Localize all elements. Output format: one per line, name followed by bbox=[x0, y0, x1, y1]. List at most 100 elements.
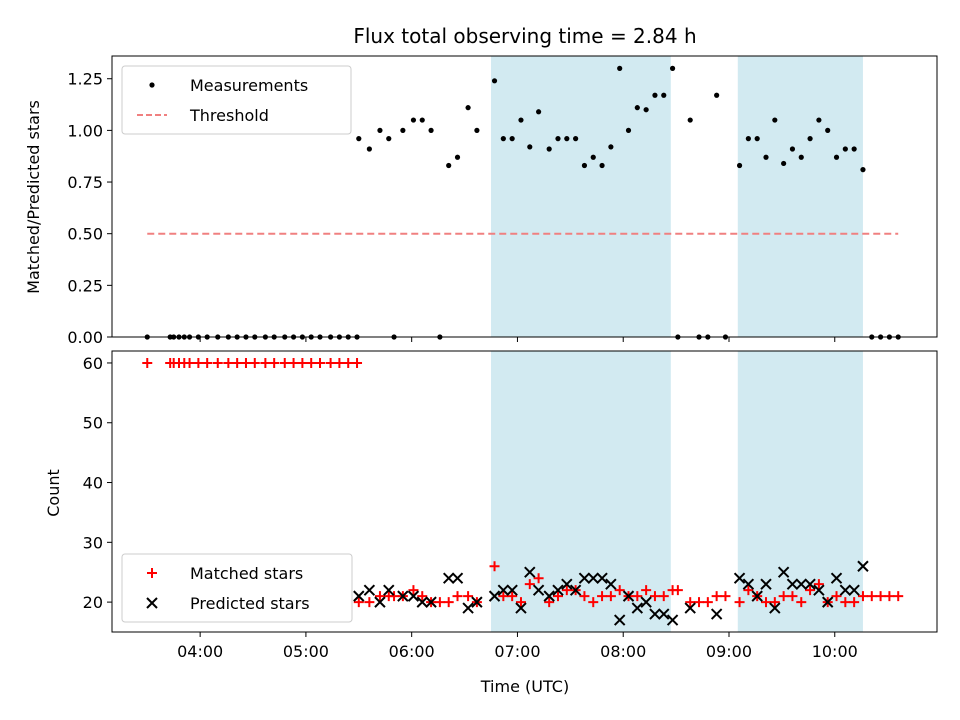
data-point-1-1-44 bbox=[813, 584, 825, 596]
data-point-1-1-9 bbox=[451, 572, 464, 584]
data-point-1-0-79 bbox=[857, 591, 868, 602]
data-point-1-0-63 bbox=[711, 591, 722, 602]
data-point-1-0-81 bbox=[875, 591, 886, 602]
data-point-1-1-25 bbox=[605, 578, 617, 590]
data-point-1-1-7 bbox=[425, 596, 437, 608]
legend-marker bbox=[149, 82, 155, 88]
legend-label: Measurements bbox=[190, 76, 308, 95]
data-point-1-1-49 bbox=[857, 560, 869, 572]
data-point-1-1-24 bbox=[596, 572, 608, 584]
data-point-0-0-73 bbox=[807, 136, 813, 142]
data-point-1-1-34 bbox=[710, 608, 723, 620]
data-point-0-0-37 bbox=[474, 127, 480, 133]
y-tick-label: 0.00 bbox=[67, 328, 103, 347]
data-point-0-0-24 bbox=[356, 136, 362, 142]
data-point-1-0-20 bbox=[325, 357, 336, 368]
data-point-1-0-76 bbox=[831, 591, 842, 602]
data-point-1-1-2 bbox=[374, 596, 386, 608]
data-point-0-0-74 bbox=[816, 117, 822, 123]
data-point-1-0-46 bbox=[561, 585, 572, 596]
data-point-1-0-71 bbox=[787, 591, 798, 602]
observing-window-0 bbox=[491, 56, 671, 337]
data-point-0-0-41 bbox=[518, 117, 524, 123]
data-point-1-1-31 bbox=[658, 608, 670, 620]
y-tick-label: 0.25 bbox=[67, 276, 103, 295]
data-point-1-0-65 bbox=[734, 597, 745, 608]
data-point-1-0-18 bbox=[306, 357, 317, 368]
data-point-1-1-6 bbox=[416, 596, 428, 608]
data-point-0-0-27 bbox=[386, 136, 392, 142]
y-tick-label: 50 bbox=[83, 414, 103, 433]
data-point-0-0-69 bbox=[772, 117, 778, 123]
x-tick-label: 09:00 bbox=[706, 642, 752, 661]
data-point-0-0-53 bbox=[625, 127, 632, 133]
legend-box bbox=[121, 65, 352, 135]
data-point-1-0-21 bbox=[334, 357, 345, 368]
data-point-0-0-72 bbox=[798, 154, 804, 160]
data-point-0-0-68 bbox=[763, 154, 769, 160]
data-point-1-1-46 bbox=[830, 572, 843, 584]
y-tick-label: 40 bbox=[83, 474, 103, 493]
data-point-0-0-67 bbox=[754, 136, 760, 142]
data-point-0-0-51 bbox=[608, 144, 614, 150]
data-point-1-1-0 bbox=[353, 590, 365, 602]
data-point-0-0-57 bbox=[661, 92, 667, 98]
data-point-0-0-70 bbox=[781, 160, 787, 167]
data-point-1-0-48 bbox=[579, 591, 590, 602]
data-point-1-0-30 bbox=[408, 585, 419, 596]
legend-marker bbox=[146, 597, 158, 609]
y-tick-label: 0.50 bbox=[67, 225, 103, 244]
data-point-1-0-28 bbox=[389, 591, 400, 602]
data-point-0-0-38 bbox=[491, 78, 498, 84]
data-point-1-0-26 bbox=[374, 591, 385, 602]
data-point-0-0-79 bbox=[860, 167, 866, 173]
count-panel: 20 30 40 50 60 04:00 05:00 06:00 07:00 08:00 09:00… bbox=[83, 350, 938, 661]
observing-window-0 bbox=[491, 351, 671, 632]
legend: Measurements Threshold bbox=[121, 65, 352, 135]
data-point-0-0-55 bbox=[643, 107, 649, 113]
data-point-1-1-23 bbox=[587, 572, 599, 584]
data-point-1-1-14 bbox=[506, 584, 518, 596]
data-point-0-0-58 bbox=[669, 65, 676, 71]
count-y-axis-label: Count bbox=[44, 469, 63, 517]
data-point-0-0-63 bbox=[714, 92, 720, 98]
data-point-0-0-25 bbox=[366, 146, 372, 152]
data-point-1-0-69 bbox=[769, 597, 780, 608]
data-point-0-0-30 bbox=[410, 117, 417, 123]
x-tick-label: 08:00 bbox=[600, 642, 646, 661]
data-point-1-1-10 bbox=[462, 602, 474, 614]
data-point-1-0-51 bbox=[605, 591, 616, 602]
x-tick-label: 10:00 bbox=[812, 642, 858, 661]
data-point-0-0-39 bbox=[500, 136, 506, 142]
data-point-0-0-44 bbox=[546, 146, 552, 152]
data-point-1-1-48 bbox=[848, 584, 860, 596]
data-point-1-1-28 bbox=[631, 602, 644, 614]
x-axis-label: Time (UTC) bbox=[480, 677, 569, 696]
data-point-1-1-18 bbox=[543, 590, 555, 602]
data-point-1-1-19 bbox=[552, 584, 564, 596]
data-point-0-0-60 bbox=[687, 117, 693, 123]
data-point-1-1-32 bbox=[666, 614, 679, 626]
data-point-0-0-77 bbox=[842, 146, 848, 152]
data-point-1-0-83 bbox=[893, 591, 904, 602]
y-tick-label: 30 bbox=[83, 533, 103, 552]
data-point-1-1-38 bbox=[760, 578, 772, 590]
data-point-0-0-46 bbox=[564, 136, 570, 142]
data-point-1-1-16 bbox=[524, 566, 536, 578]
data-point-1-1-26 bbox=[613, 614, 626, 626]
data-point-0-0-76 bbox=[833, 154, 840, 160]
data-point-1-0-50 bbox=[597, 591, 608, 602]
legend-label: Matched stars bbox=[190, 564, 303, 583]
data-point-1-0-15 bbox=[279, 357, 290, 368]
data-point-1-0-5 bbox=[184, 357, 195, 368]
data-point-1-0-43 bbox=[533, 573, 544, 584]
data-point-1-0-7 bbox=[202, 357, 213, 368]
data-point-0-0-52 bbox=[617, 65, 623, 71]
data-point-1-1-3 bbox=[383, 584, 395, 596]
x-tick-label: 07:00 bbox=[494, 642, 540, 661]
data-point-1-0-82 bbox=[884, 591, 895, 602]
data-point-1-1-22 bbox=[578, 572, 591, 584]
data-point-1-1-1 bbox=[363, 584, 376, 596]
legend: Matched stars Predicted stars bbox=[121, 553, 353, 623]
